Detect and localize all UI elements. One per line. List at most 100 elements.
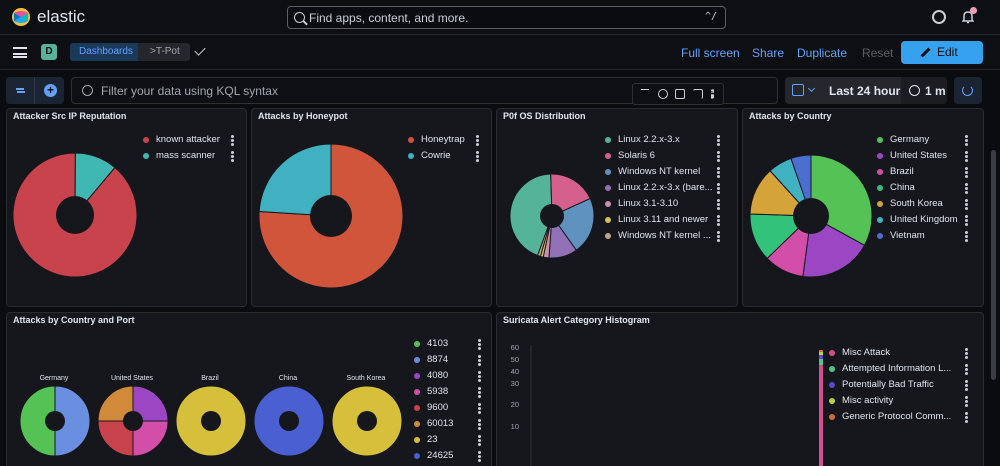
maximize-icon[interactable] xyxy=(693,89,703,99)
inspect-icon[interactable] xyxy=(675,89,685,99)
histogram-bar-segment[interactable] xyxy=(819,359,823,365)
legend-item[interactable]: 4103 xyxy=(414,337,489,353)
legend-item[interactable]: mass scanner xyxy=(143,149,243,165)
global-search-input[interactable]: Find apps, content, and more. ^/ xyxy=(287,6,726,29)
legend-options-icon[interactable] xyxy=(717,199,720,210)
legend-options-icon[interactable] xyxy=(965,231,968,242)
legend-options-icon[interactable] xyxy=(231,151,234,162)
pie-slice[interactable] xyxy=(510,174,553,257)
panel-options-icon[interactable] xyxy=(711,89,714,99)
honeypot-donut-chart[interactable] xyxy=(259,144,403,288)
panel-filter-icon[interactable] xyxy=(641,89,649,99)
legend-options-icon[interactable] xyxy=(717,151,720,162)
pie-slice[interactable] xyxy=(550,174,591,217)
legend-options-icon[interactable] xyxy=(478,435,481,446)
legend-item[interactable]: Vietnam xyxy=(877,229,983,245)
legend-options-icon[interactable] xyxy=(478,339,481,350)
legend-options-icon[interactable] xyxy=(476,135,479,146)
space-avatar[interactable]: D xyxy=(41,44,57,60)
legend-options-icon[interactable] xyxy=(717,167,720,178)
os-donut-chart[interactable] xyxy=(510,174,594,258)
add-filter-icon[interactable]: + xyxy=(44,84,57,97)
legend-options-icon[interactable] xyxy=(717,215,720,226)
edit-button[interactable]: Edit xyxy=(901,41,983,64)
pie-slice[interactable] xyxy=(259,144,332,217)
legend-item[interactable]: Windows NT kernel ... xyxy=(605,229,735,245)
elastic-logo-icon[interactable] xyxy=(11,7,31,27)
legend-options-icon[interactable] xyxy=(478,387,481,398)
legend-options-icon[interactable] xyxy=(965,412,968,423)
page-scrollbar[interactable] xyxy=(990,110,996,466)
legend-item[interactable]: Cowrie xyxy=(408,149,488,165)
pie-slice[interactable] xyxy=(132,386,168,422)
legend-item[interactable]: Potentially Bad Traffic xyxy=(829,378,979,394)
legend-options-icon[interactable] xyxy=(965,396,968,407)
country-port-donut[interactable] xyxy=(98,386,168,456)
time-range-label[interactable]: Last 24 hours xyxy=(829,84,908,98)
legend-item[interactable]: Generic Protocol Comm... xyxy=(829,410,979,426)
histogram-bar-segment[interactable] xyxy=(819,352,823,355)
pie-slice[interactable] xyxy=(98,420,134,456)
legend-options-icon[interactable] xyxy=(965,215,968,226)
pie-slice[interactable] xyxy=(98,386,134,422)
legend-item[interactable]: 8874 xyxy=(414,353,489,369)
legend-item[interactable]: United Kingdom xyxy=(877,213,983,229)
pie-slice[interactable] xyxy=(54,386,90,456)
legend-options-icon[interactable] xyxy=(965,348,968,359)
legend-item[interactable]: 5938 xyxy=(414,385,489,401)
legend-options-icon[interactable] xyxy=(965,167,968,178)
duplicate-button[interactable]: Duplicate xyxy=(797,46,848,60)
legend-item[interactable]: 24625 xyxy=(414,449,489,465)
legend-options-icon[interactable] xyxy=(965,151,968,162)
filter-menu-button[interactable] xyxy=(6,77,35,104)
legend-options-icon[interactable] xyxy=(478,403,481,414)
legend-item[interactable]: Linux 3.1-3.10 xyxy=(605,197,735,213)
legend-options-icon[interactable] xyxy=(965,183,968,194)
legend-options-icon[interactable] xyxy=(717,231,720,242)
legend-options-icon[interactable] xyxy=(965,380,968,391)
refresh-button[interactable] xyxy=(954,77,982,104)
pie-slice[interactable] xyxy=(20,386,56,456)
pie-slice[interactable] xyxy=(132,420,168,456)
help-icon[interactable] xyxy=(932,10,946,24)
legend-item[interactable]: Solaris 6 xyxy=(605,149,735,165)
histogram-bar-segment[interactable] xyxy=(819,355,823,359)
legend-item[interactable]: Brazil xyxy=(877,165,983,181)
scrollbar-thumb[interactable] xyxy=(991,150,996,380)
histogram-bar-segment[interactable] xyxy=(819,365,823,466)
country-donut-chart[interactable] xyxy=(750,155,872,277)
legend-item[interactable]: Windows NT kernel xyxy=(605,165,735,181)
legend-item[interactable]: Honeytrap xyxy=(408,133,488,149)
breadcrumb-dashboards[interactable]: Dashboards xyxy=(70,43,143,61)
legend-item[interactable]: South Korea xyxy=(877,197,983,213)
legend-item[interactable]: Linux 2.2.x-3.x (bare... xyxy=(605,181,735,197)
reset-button[interactable]: Reset xyxy=(862,46,894,60)
legend-options-icon[interactable] xyxy=(717,183,720,194)
legend-options-icon[interactable] xyxy=(231,135,234,146)
legend-item[interactable]: 4080 xyxy=(414,369,489,385)
refresh-interval-button[interactable]: 1 m xyxy=(901,77,947,104)
full-screen-button[interactable]: Full screen xyxy=(681,46,740,60)
legend-item[interactable]: Misc activity xyxy=(829,394,979,410)
country-port-donut[interactable] xyxy=(254,386,324,456)
legend-item[interactable]: 60013 xyxy=(414,417,489,433)
legend-options-icon[interactable] xyxy=(965,364,968,375)
histogram-bar-segment[interactable] xyxy=(819,350,823,352)
country-port-donut[interactable] xyxy=(20,386,90,456)
explore-icon[interactable] xyxy=(658,89,668,99)
legend-options-icon[interactable] xyxy=(478,419,481,430)
share-button[interactable]: Share xyxy=(752,46,785,60)
legend-item[interactable]: Linux 3.11 and newer xyxy=(605,213,735,229)
legend-item[interactable]: Germany xyxy=(877,133,983,149)
menu-icon[interactable] xyxy=(13,47,27,58)
legend-options-icon[interactable] xyxy=(478,355,481,366)
country-port-donut[interactable] xyxy=(176,386,246,456)
legend-options-icon[interactable] xyxy=(965,199,968,210)
legend-item[interactable]: United States xyxy=(877,149,983,165)
legend-item[interactable]: 23 xyxy=(414,433,489,449)
legend-options-icon[interactable] xyxy=(476,151,479,162)
legend-options-icon[interactable] xyxy=(478,371,481,382)
legend-item[interactable]: known attacker xyxy=(143,133,243,149)
calendar-icon[interactable] xyxy=(792,84,804,96)
legend-options-icon[interactable] xyxy=(965,135,968,146)
